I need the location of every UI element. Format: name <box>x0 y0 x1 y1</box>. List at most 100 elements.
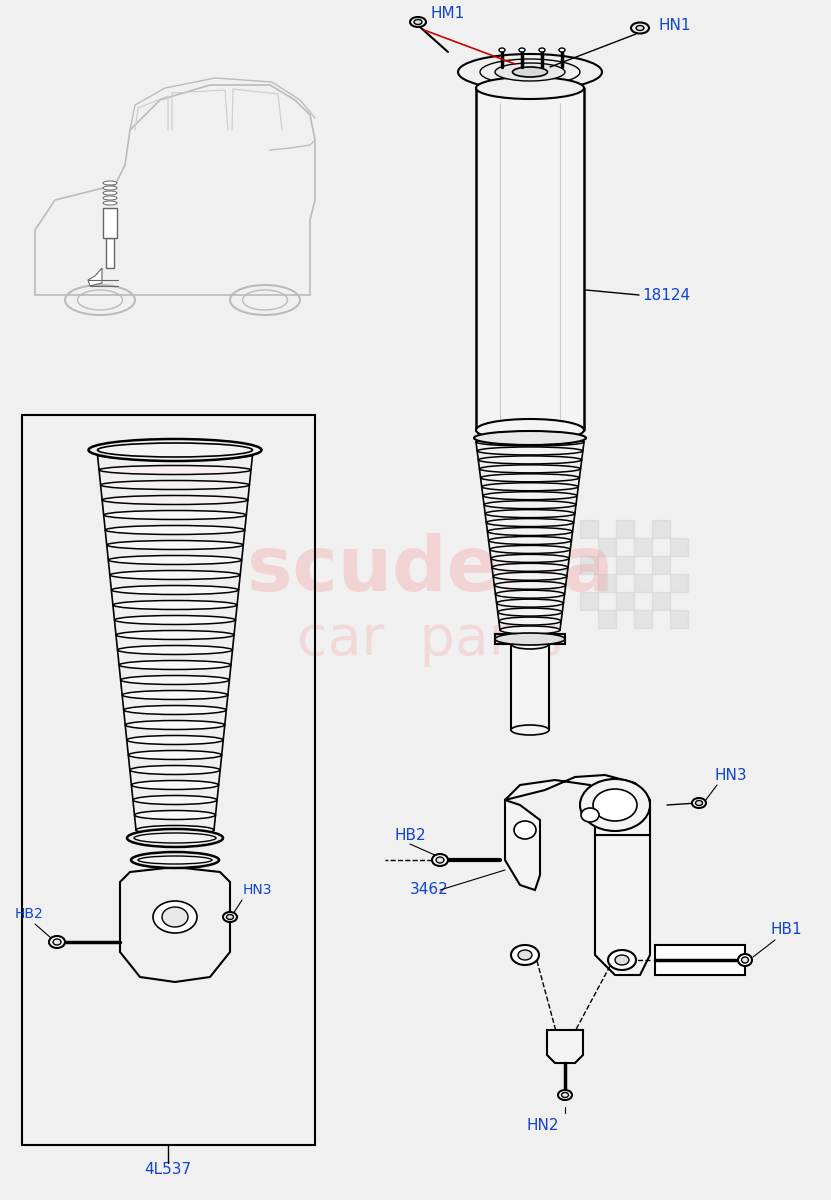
Text: HM1: HM1 <box>430 6 465 22</box>
Polygon shape <box>88 268 102 286</box>
Ellipse shape <box>631 23 649 34</box>
Ellipse shape <box>223 912 237 922</box>
Ellipse shape <box>497 599 563 607</box>
Ellipse shape <box>476 77 584 98</box>
Ellipse shape <box>136 826 214 834</box>
Ellipse shape <box>539 48 545 52</box>
Ellipse shape <box>513 67 548 77</box>
Ellipse shape <box>104 510 246 520</box>
Bar <box>495 634 565 644</box>
Ellipse shape <box>511 638 549 649</box>
Ellipse shape <box>120 676 229 684</box>
Ellipse shape <box>116 630 234 640</box>
Polygon shape <box>505 800 540 890</box>
Ellipse shape <box>494 581 566 589</box>
Ellipse shape <box>135 810 215 820</box>
Ellipse shape <box>124 706 226 714</box>
Ellipse shape <box>115 616 235 624</box>
Ellipse shape <box>101 480 249 490</box>
Bar <box>106 238 114 268</box>
Ellipse shape <box>696 800 702 805</box>
Bar <box>634 610 652 628</box>
Ellipse shape <box>162 907 188 926</box>
Ellipse shape <box>119 660 231 670</box>
Bar <box>511 644 549 730</box>
Text: HN2: HN2 <box>527 1117 559 1133</box>
Bar <box>652 520 670 538</box>
Bar <box>598 574 616 592</box>
Ellipse shape <box>511 946 539 965</box>
Text: car  parts: car parts <box>297 613 563 667</box>
Ellipse shape <box>511 725 549 734</box>
Ellipse shape <box>488 528 573 535</box>
Bar <box>580 592 598 610</box>
Ellipse shape <box>103 181 117 185</box>
Bar <box>652 592 670 610</box>
Text: HB2: HB2 <box>15 907 44 922</box>
Ellipse shape <box>493 572 567 581</box>
Ellipse shape <box>489 546 570 553</box>
Ellipse shape <box>138 856 212 864</box>
Ellipse shape <box>692 798 706 808</box>
Ellipse shape <box>486 518 573 527</box>
Ellipse shape <box>479 464 581 473</box>
Ellipse shape <box>103 186 117 190</box>
Ellipse shape <box>103 191 117 194</box>
Ellipse shape <box>484 500 576 509</box>
Text: HB2: HB2 <box>395 828 426 842</box>
Ellipse shape <box>127 829 223 847</box>
Bar <box>598 610 616 628</box>
Bar <box>580 556 598 574</box>
Text: HN3: HN3 <box>715 768 748 782</box>
Ellipse shape <box>491 554 569 563</box>
Ellipse shape <box>103 196 117 200</box>
Bar <box>476 88 584 430</box>
Ellipse shape <box>125 720 224 730</box>
Polygon shape <box>595 835 650 974</box>
Ellipse shape <box>498 608 563 616</box>
Ellipse shape <box>134 833 216 842</box>
Ellipse shape <box>110 570 240 580</box>
Text: scuderia: scuderia <box>247 533 613 607</box>
Ellipse shape <box>106 526 245 534</box>
Bar <box>652 556 670 574</box>
Ellipse shape <box>133 796 217 804</box>
Ellipse shape <box>128 750 222 760</box>
Ellipse shape <box>103 200 117 205</box>
Bar <box>22 415 315 1145</box>
Ellipse shape <box>495 62 565 80</box>
Ellipse shape <box>108 556 242 564</box>
Bar <box>616 556 634 574</box>
Bar <box>580 520 598 538</box>
Ellipse shape <box>514 821 536 839</box>
Ellipse shape <box>458 54 602 90</box>
Ellipse shape <box>495 634 565 646</box>
Text: HB1: HB1 <box>770 923 802 937</box>
Ellipse shape <box>480 59 580 85</box>
Polygon shape <box>120 866 230 982</box>
Bar <box>670 574 688 592</box>
Ellipse shape <box>636 25 644 30</box>
Ellipse shape <box>559 48 565 52</box>
Ellipse shape <box>489 536 572 545</box>
Bar <box>634 538 652 556</box>
Ellipse shape <box>738 954 752 966</box>
Ellipse shape <box>474 431 586 445</box>
Ellipse shape <box>130 766 220 774</box>
Ellipse shape <box>122 690 228 700</box>
Ellipse shape <box>519 48 525 52</box>
Ellipse shape <box>518 950 532 960</box>
Ellipse shape <box>102 496 248 504</box>
Bar <box>598 538 616 556</box>
Polygon shape <box>505 775 650 835</box>
Ellipse shape <box>476 419 584 440</box>
Text: 18124: 18124 <box>642 288 690 302</box>
Ellipse shape <box>106 540 243 550</box>
Ellipse shape <box>562 1092 568 1098</box>
Ellipse shape <box>479 456 582 464</box>
Ellipse shape <box>492 563 568 571</box>
Ellipse shape <box>97 450 253 460</box>
Ellipse shape <box>581 808 599 822</box>
Ellipse shape <box>608 950 636 970</box>
Ellipse shape <box>53 938 61 946</box>
